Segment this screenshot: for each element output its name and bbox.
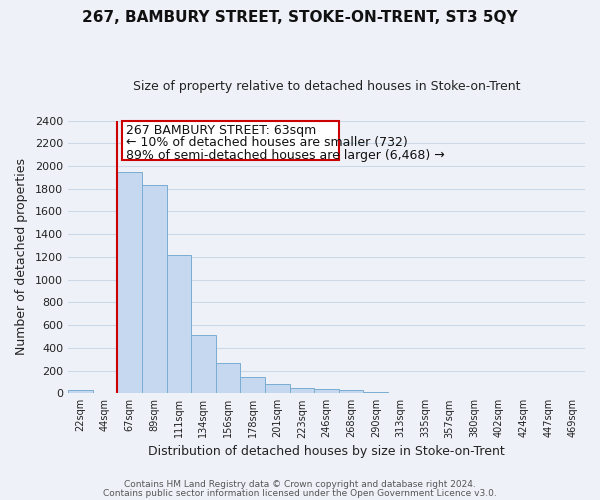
Bar — [388, 393, 413, 394]
FancyBboxPatch shape — [122, 120, 339, 160]
Text: Contains public sector information licensed under the Open Government Licence v3: Contains public sector information licen… — [103, 488, 497, 498]
Y-axis label: Number of detached properties: Number of detached properties — [15, 158, 28, 356]
Bar — [216, 363, 241, 394]
Bar — [241, 378, 265, 394]
Text: ← 10% of detached houses are smaller (732): ← 10% of detached houses are smaller (73… — [126, 136, 407, 149]
Bar — [68, 390, 92, 394]
Bar — [265, 384, 290, 394]
Bar — [314, 390, 339, 394]
X-axis label: Distribution of detached houses by size in Stoke-on-Trent: Distribution of detached houses by size … — [148, 444, 505, 458]
Text: Contains HM Land Registry data © Crown copyright and database right 2024.: Contains HM Land Registry data © Crown c… — [124, 480, 476, 489]
Bar — [364, 392, 388, 394]
Bar — [167, 254, 191, 394]
Bar — [290, 388, 314, 394]
Bar — [117, 172, 142, 394]
Text: 267 BAMBURY STREET: 63sqm: 267 BAMBURY STREET: 63sqm — [126, 124, 316, 137]
Text: 89% of semi-detached houses are larger (6,468) →: 89% of semi-detached houses are larger (… — [126, 149, 445, 162]
Title: Size of property relative to detached houses in Stoke-on-Trent: Size of property relative to detached ho… — [133, 80, 520, 93]
Bar — [142, 186, 167, 394]
Bar — [191, 336, 216, 394]
Bar — [339, 390, 364, 394]
Text: 267, BAMBURY STREET, STOKE-ON-TRENT, ST3 5QY: 267, BAMBURY STREET, STOKE-ON-TRENT, ST3… — [82, 10, 518, 25]
